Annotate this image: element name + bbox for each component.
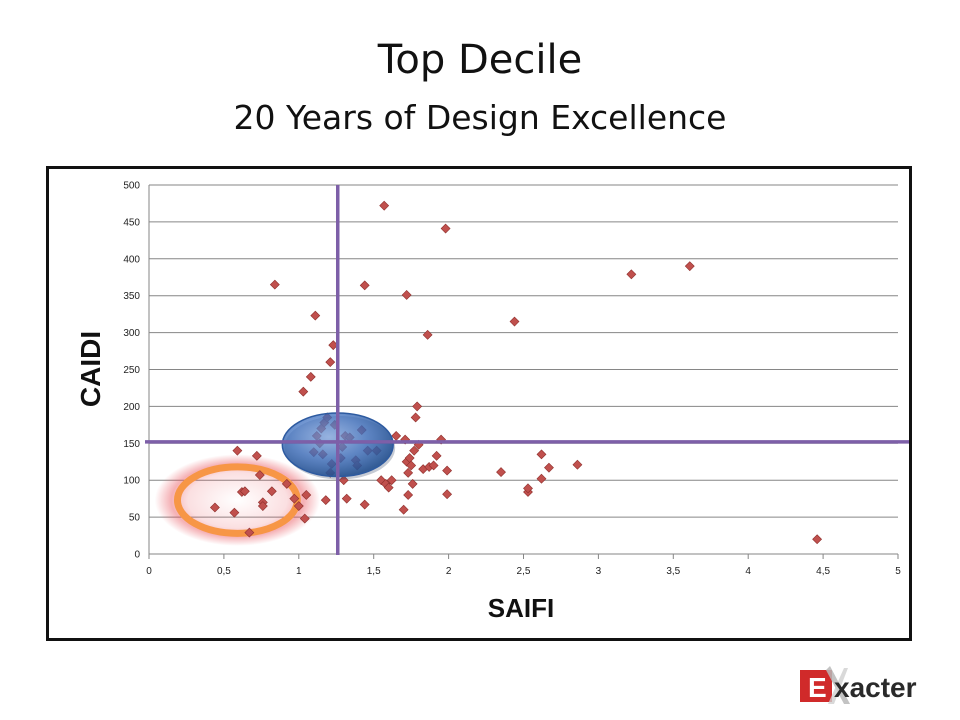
data-point [572, 459, 583, 470]
y-axis-label: CAIDI [75, 331, 106, 407]
x-tick-label: 1 [296, 566, 302, 577]
data-point [379, 200, 390, 211]
data-point [440, 223, 451, 234]
x-axis-label: SAIFI [488, 593, 554, 623]
data-point [239, 486, 250, 497]
y-tick-label: 250 [123, 365, 140, 376]
y-tick-label: 350 [123, 291, 140, 302]
scatter-chart: 0 50 100 150 200 250 300 350 400 450 500 0 0,5 1 1,5 2 2… [75, 181, 909, 623]
logo-swoosh-2 [828, 668, 848, 704]
data-point [403, 467, 414, 478]
x-tick-label: 0 [146, 566, 152, 577]
y-tick-label: 400 [123, 254, 140, 265]
y-tick-label: 200 [123, 402, 140, 413]
data-point [325, 357, 336, 368]
data-point [496, 467, 506, 478]
data-point [431, 450, 442, 461]
data-point [359, 280, 370, 291]
data-point [410, 412, 421, 423]
slide-subtitle: 20 Years of Design Excellence [233, 98, 727, 137]
data-point [229, 507, 240, 518]
x-tick-label: 4,5 [816, 566, 830, 577]
logo-box [800, 670, 832, 702]
data-point [341, 493, 352, 504]
logo-initial: E [808, 672, 827, 703]
data-point [293, 501, 304, 511]
data-point [422, 329, 433, 340]
y-tick-label: 500 [123, 181, 140, 192]
data-point [254, 470, 265, 480]
x-tick-label: 2,5 [517, 566, 531, 577]
x-tick-label: 5 [895, 566, 901, 577]
y-tick-label: 150 [123, 439, 140, 450]
data-point [359, 499, 370, 510]
y-tick-label: 300 [123, 328, 140, 339]
data-point [209, 502, 220, 513]
data-point [412, 401, 423, 412]
y-tick-label: 0 [134, 550, 140, 561]
data-point [523, 483, 533, 494]
data-point [251, 450, 262, 461]
data-point [442, 489, 453, 500]
data-point [684, 261, 695, 272]
data-points [209, 200, 823, 545]
x-tick-label: 3,5 [666, 566, 680, 577]
data-point [544, 462, 554, 473]
data-point [536, 473, 547, 484]
data-point [812, 534, 823, 545]
data-point [401, 290, 412, 300]
x-tick-label: 4 [745, 566, 751, 577]
data-point [301, 490, 312, 500]
data-point [257, 501, 268, 511]
data-point [383, 482, 394, 493]
data-point [310, 310, 321, 321]
data-point [266, 486, 277, 497]
data-point [289, 493, 300, 504]
chart-frame: 0 50 100 150 200 250 300 350 400 450 500 0 0,5 1 1,5 2 2… [46, 166, 912, 641]
slide-title: Top Decile [377, 37, 583, 83]
data-point [299, 513, 310, 524]
x-tick-label: 2 [446, 566, 452, 577]
y-tick-label: 450 [123, 217, 140, 228]
exacter-logo: E xacter [800, 664, 932, 708]
data-point [281, 478, 292, 489]
data-point [398, 504, 409, 515]
threshold-lines [145, 185, 909, 555]
data-point [428, 460, 439, 471]
x-tick-label: 1,5 [367, 566, 381, 577]
y-tick-label: 50 [129, 513, 141, 524]
data-point [232, 445, 243, 456]
data-point [320, 495, 331, 506]
data-point [409, 445, 420, 456]
data-point [244, 527, 255, 538]
tick-labels: 0 50 100 150 200 250 300 350 400 450 500 0 0,5 1 1,5 2 2… [123, 181, 901, 578]
data-point [442, 465, 453, 476]
logo-text: xacter [834, 672, 917, 703]
data-point [269, 279, 280, 290]
data-point [338, 475, 349, 486]
data-point [298, 386, 309, 397]
data-point [386, 475, 397, 486]
x-tick-label: 0,5 [217, 566, 231, 577]
data-point [407, 478, 418, 489]
data-point [406, 460, 417, 471]
x-tick-label: 3 [596, 566, 602, 577]
y-tick-label: 100 [123, 476, 140, 487]
data-point [509, 316, 520, 327]
data-point [403, 490, 414, 500]
data-point [305, 371, 316, 382]
data-point [536, 449, 547, 460]
data-point [626, 269, 637, 280]
